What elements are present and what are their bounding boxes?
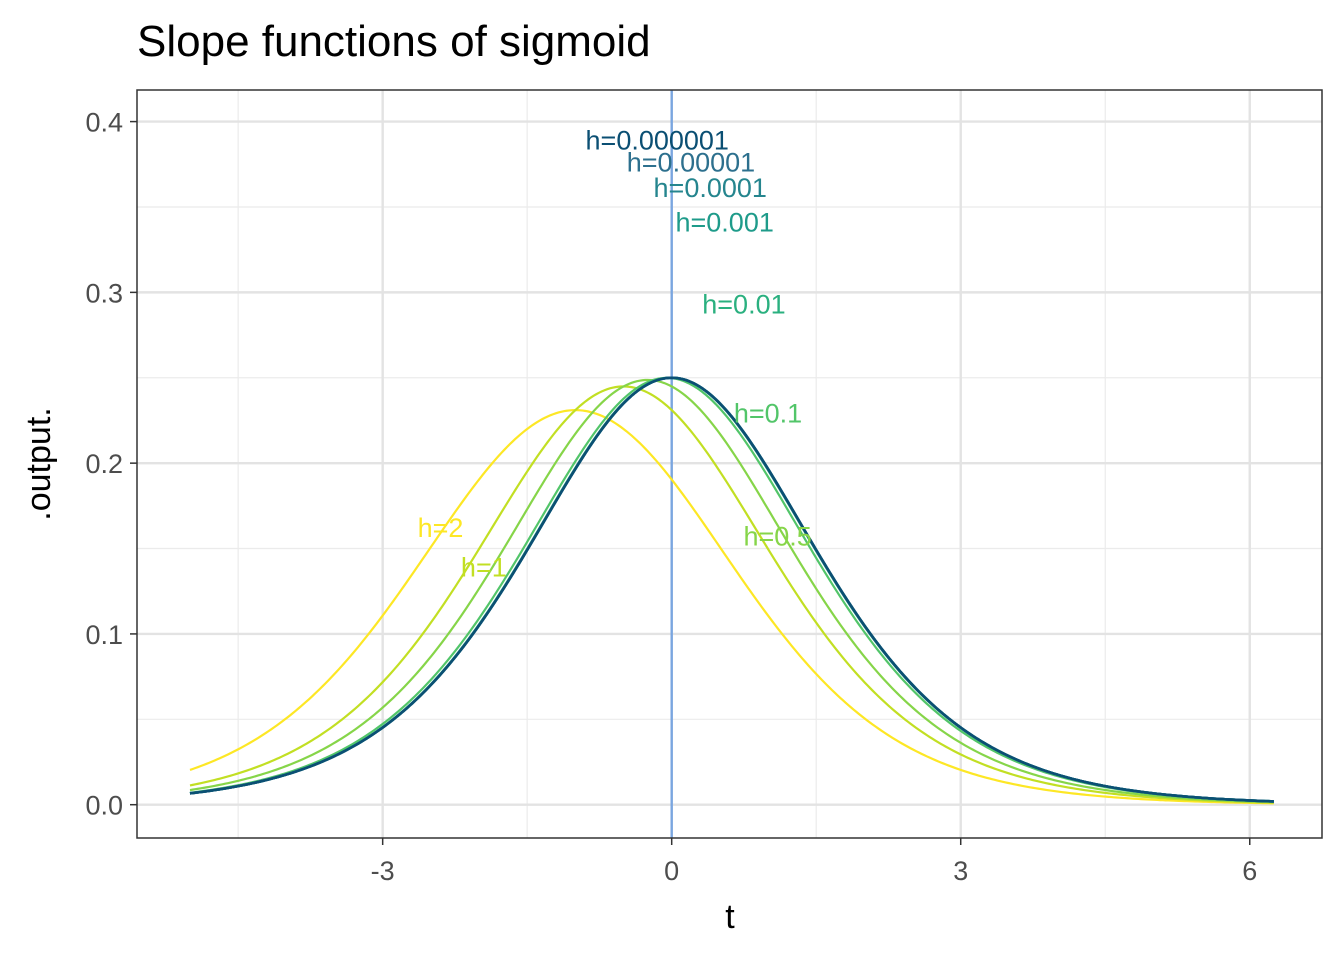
x-tick-label: -3 xyxy=(371,856,395,886)
y-axis: 0.0 0.1 0.2 0.3 0.4 xyxy=(85,108,137,821)
series-label: h=0.01 xyxy=(702,289,785,319)
series-label: h=0.001 xyxy=(676,207,774,237)
plot-border xyxy=(136,89,1323,839)
series-line xyxy=(189,376,1274,803)
x-tick-label: 6 xyxy=(1242,856,1257,886)
series-label: h=0.5 xyxy=(744,522,812,552)
x-axis: -3 0 3 6 xyxy=(371,838,1257,886)
series-label: h=0.000001 xyxy=(586,125,729,155)
y-tick-label: 0.0 xyxy=(85,791,123,821)
series-line xyxy=(189,409,1274,805)
series-label: h=0.00001 xyxy=(627,148,755,178)
x-axis-label: t xyxy=(725,898,735,936)
series-labels: h=2h=1h=0.5h=0.1h=0.01h=0.001h=0.0001h=0… xyxy=(418,125,812,582)
y-tick-label: 0.2 xyxy=(85,449,123,479)
series-label: h=1 xyxy=(461,552,507,582)
series-line xyxy=(189,385,1274,804)
x-tick-label: 0 xyxy=(664,856,679,886)
y-axis-label: .output. xyxy=(20,407,58,520)
chart-title: Slope functions of sigmoid xyxy=(137,17,651,66)
series-lines xyxy=(189,376,1274,805)
y-tick-label: 0.4 xyxy=(85,108,123,138)
series-label: h=2 xyxy=(418,513,464,543)
x-tick-label: 3 xyxy=(953,856,968,886)
series-label: h=0.1 xyxy=(734,399,802,429)
y-tick-label: 0.3 xyxy=(85,278,123,308)
series-line xyxy=(189,378,1274,804)
series-label: h=0.0001 xyxy=(654,173,767,203)
y-tick-label: 0.1 xyxy=(85,620,123,650)
